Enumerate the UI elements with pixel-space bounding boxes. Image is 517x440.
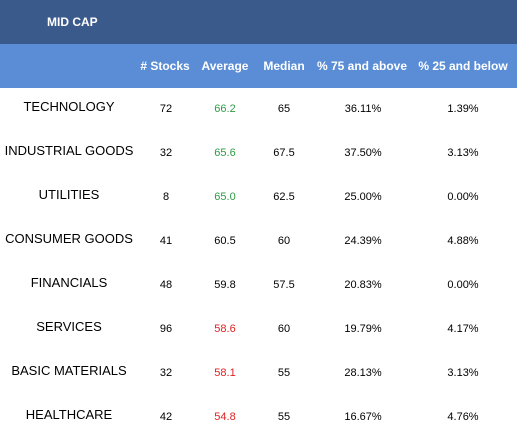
- median-score: 57.5: [273, 279, 295, 291]
- pct-above-75: 19.79%: [344, 323, 382, 335]
- stock-count: 48: [159, 279, 173, 291]
- header-average: Average: [201, 59, 249, 73]
- table-row: TECHNOLOGY 72 66.2 65 36.11% 1.39%: [0, 88, 517, 132]
- pct-below-25: 3.13%: [447, 367, 479, 379]
- sector-name: CONSUMER GOODS: [5, 231, 133, 246]
- header-below-25: % 25 and below: [418, 59, 508, 73]
- table-row: BASIC MATERIALS 32 58.1 55 28.13% 3.13%: [0, 352, 517, 396]
- pct-below-25: 0.00%: [447, 279, 479, 291]
- average-score: 54.8: [214, 411, 236, 423]
- pct-above-75: 20.83%: [344, 279, 382, 291]
- stock-count: 42: [159, 411, 173, 423]
- pct-above-75: 36.11%: [344, 103, 382, 115]
- median-score: 65: [277, 103, 291, 115]
- stock-count: 32: [159, 147, 173, 159]
- average-score: 59.8: [214, 279, 236, 291]
- title-bar: MID CAP: [0, 0, 517, 44]
- table-title: MID CAP: [47, 15, 98, 29]
- median-score: 67.5: [273, 147, 295, 159]
- average-score: 65.0: [214, 191, 236, 203]
- stock-count: 41: [159, 235, 173, 247]
- pct-above-75: 16.67%: [344, 411, 382, 423]
- stock-count: 8: [162, 191, 170, 203]
- pct-below-25: 3.13%: [447, 147, 479, 159]
- pct-below-25: 4.76%: [447, 411, 479, 423]
- average-score: 58.6: [214, 323, 236, 335]
- median-score: 60: [277, 235, 291, 247]
- median-score: 55: [277, 367, 291, 379]
- pct-above-75: 24.39%: [344, 235, 382, 247]
- sector-name: BASIC MATERIALS: [11, 363, 127, 378]
- header-above-75: % 75 and above: [316, 59, 408, 73]
- sector-name: UTILITIES: [38, 187, 100, 202]
- average-score: 58.1: [214, 367, 236, 379]
- column-header-bar: [0, 44, 517, 88]
- sector-name: SERVICES: [36, 319, 102, 334]
- pct-below-25: 4.88%: [447, 235, 479, 247]
- median-score: 62.5: [273, 191, 295, 203]
- table-row: SERVICES 96 58.6 60 19.79% 4.17%: [0, 308, 517, 352]
- median-score: 60: [277, 323, 291, 335]
- header-median: Median: [263, 59, 305, 73]
- stock-count: 72: [159, 103, 173, 115]
- average-score: 66.2: [214, 103, 236, 115]
- pct-above-75: 25.00%: [344, 191, 382, 203]
- average-score: 60.5: [214, 235, 236, 247]
- average-score: 65.6: [214, 147, 236, 159]
- median-score: 55: [277, 411, 291, 423]
- stock-count: 96: [159, 323, 173, 335]
- pct-below-25: 4.17%: [447, 323, 479, 335]
- pct-above-75: 28.13%: [344, 367, 382, 379]
- sector-name: HEALTHCARE: [25, 407, 113, 422]
- table-row: HEALTHCARE 42 54.8 55 16.67% 4.76%: [0, 396, 517, 440]
- sector-name: INDUSTRIAL GOODS: [4, 143, 134, 158]
- stock-count: 32: [159, 367, 173, 379]
- sector-name: FINANCIALS: [30, 275, 108, 290]
- pct-above-75: 37.50%: [344, 147, 382, 159]
- pct-below-25: 0.00%: [447, 191, 479, 203]
- table-row: INDUSTRIAL GOODS 32 65.6 67.5 37.50% 3.13%: [0, 132, 517, 176]
- table-row: CONSUMER GOODS 41 60.5 60 24.39% 4.88%: [0, 220, 517, 264]
- sector-name: TECHNOLOGY: [23, 99, 115, 114]
- table-row: FINANCIALS 48 59.8 57.5 20.83% 0.00%: [0, 264, 517, 308]
- header-stocks: # Stocks: [140, 59, 190, 73]
- table-row: UTILITIES 8 65.0 62.5 25.00% 0.00%: [0, 176, 517, 220]
- pct-below-25: 1.39%: [447, 103, 479, 115]
